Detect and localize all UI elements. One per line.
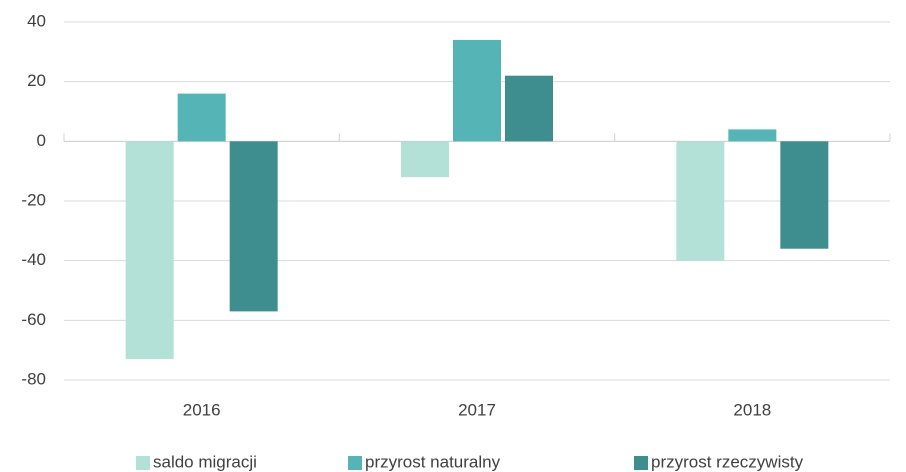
bar	[177, 93, 226, 142]
bar	[676, 141, 725, 261]
x-tick-label: 2018	[733, 400, 771, 419]
legend-label: saldo migracji	[153, 452, 257, 471]
y-tick-label: -80	[21, 369, 46, 388]
bar	[728, 129, 777, 142]
legend-label: przyrost naturalny	[365, 452, 501, 471]
x-tick-label: 2017	[458, 400, 496, 419]
bar	[505, 75, 553, 142]
bar	[125, 141, 174, 360]
y-tick-label: 20	[27, 71, 46, 90]
legend-swatch	[136, 456, 150, 470]
bar	[780, 141, 829, 249]
y-tick-label: -60	[21, 310, 46, 329]
legend-label: przyrost rzeczywisty	[651, 452, 804, 471]
y-tick-label: 40	[27, 11, 46, 30]
y-tick-label: -40	[21, 250, 46, 269]
legend-swatch	[348, 456, 362, 470]
y-tick-label: -20	[21, 190, 46, 209]
x-tick-label: 2016	[183, 400, 221, 419]
bar	[401, 141, 449, 178]
bar	[229, 141, 278, 312]
legend-swatch	[634, 456, 648, 470]
bar	[453, 39, 501, 142]
y-tick-label: 0	[37, 131, 46, 150]
